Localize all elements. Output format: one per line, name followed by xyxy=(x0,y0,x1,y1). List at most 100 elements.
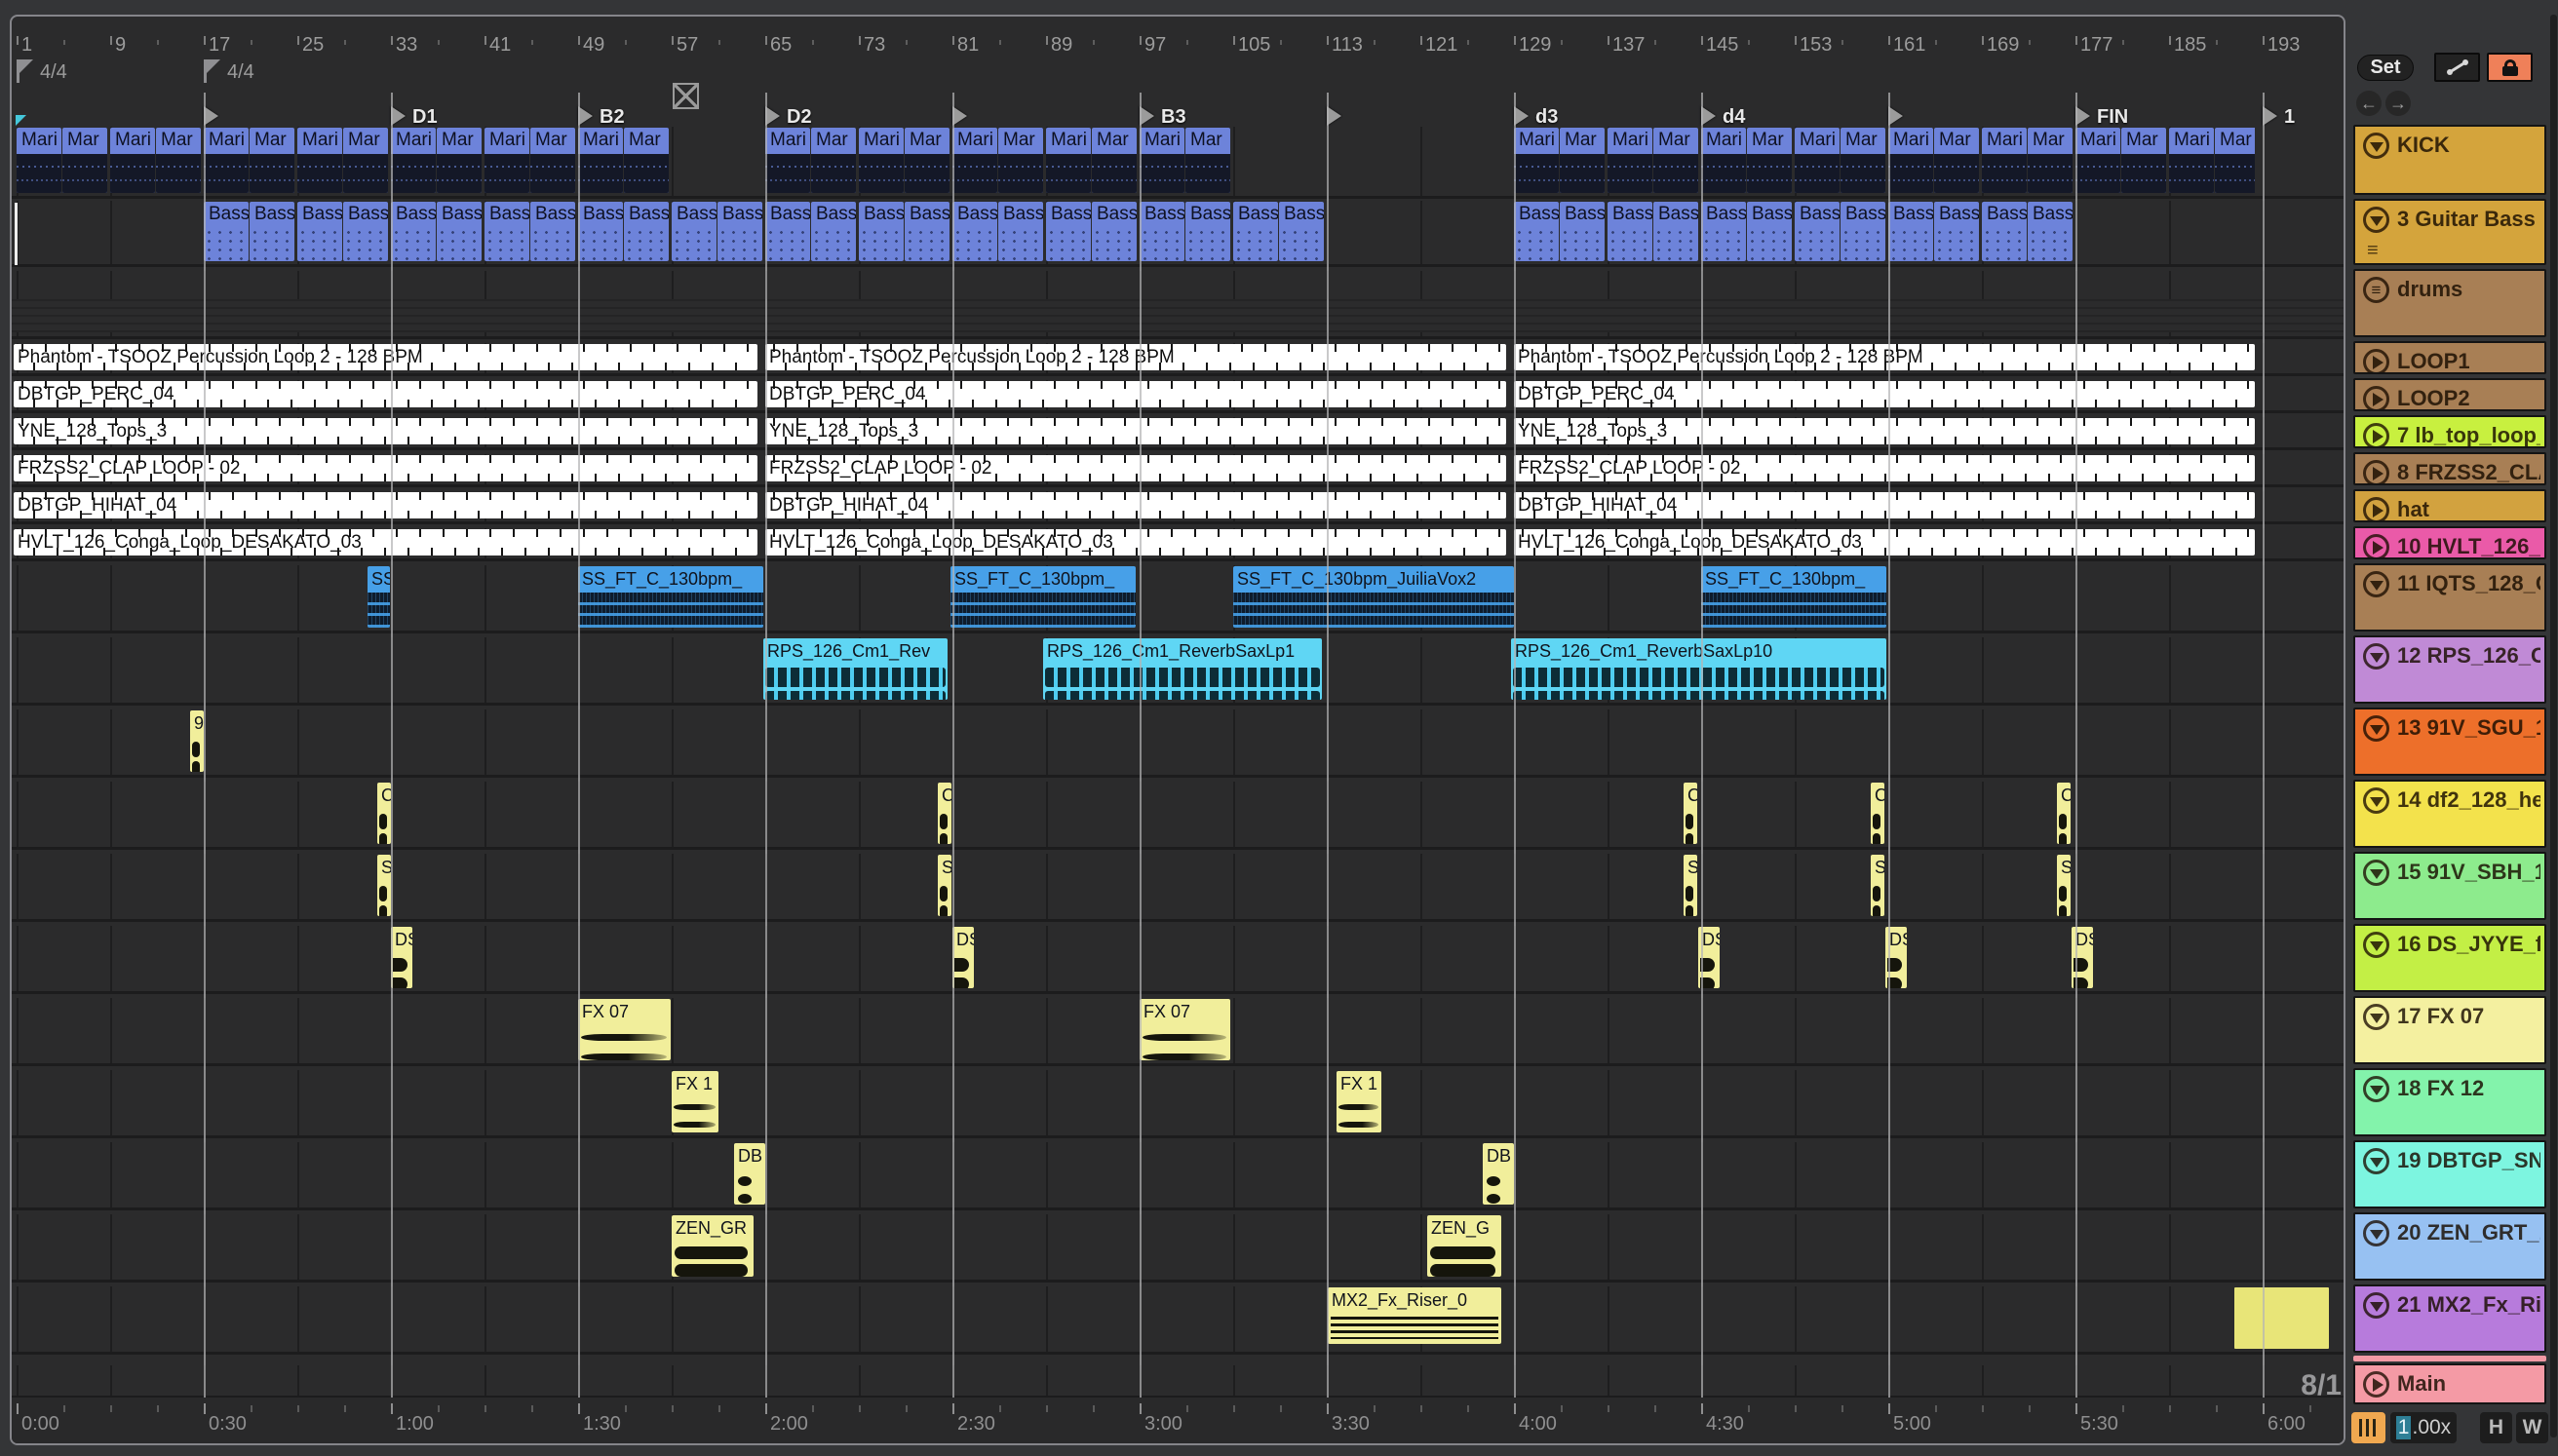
midi-clip[interactable]: Mar xyxy=(437,128,482,193)
clip[interactable]: RPS_126_Cm1_ReverbSaxLp10 xyxy=(1511,638,1886,700)
midi-clip[interactable]: Bass xyxy=(1888,202,1933,261)
midi-clip[interactable]: Bass xyxy=(859,202,904,261)
clip[interactable]: DBTGP_HIHAT_04 xyxy=(765,492,1506,518)
midi-clip[interactable]: Bass xyxy=(484,202,529,261)
track-header[interactable]: LOOP2 xyxy=(2353,378,2546,411)
forward-arrow-button[interactable]: → xyxy=(2385,91,2411,116)
clip[interactable]: C xyxy=(938,783,951,844)
track-header[interactable]: 16 DS_JYYE_fx_ xyxy=(2353,924,2546,992)
midi-clip[interactable]: Mar xyxy=(1934,128,1979,193)
midi-clip[interactable]: Mari xyxy=(1514,128,1559,193)
midi-clip[interactable]: Bass xyxy=(1982,202,2027,261)
midi-clip[interactable]: Bass xyxy=(1747,202,1792,261)
midi-clip[interactable]: Bass xyxy=(1046,202,1091,261)
clip[interactable]: C xyxy=(1871,783,1884,844)
clip[interactable]: MX2_Fx_Riser_0 xyxy=(1328,1287,1501,1344)
fold-arrow-icon[interactable] xyxy=(2363,1004,2389,1030)
midi-clip[interactable]: Mar xyxy=(2028,128,2073,193)
track-header[interactable]: ≡ drums xyxy=(2353,269,2546,337)
track-header[interactable]: KICK xyxy=(2353,125,2546,195)
midi-clip[interactable]: Mar xyxy=(1747,128,1792,193)
clip[interactable]: DBTGP_HIHAT_04 xyxy=(1514,492,2255,518)
midi-clip[interactable]: Bass xyxy=(811,202,856,261)
locator-marker-icon[interactable] xyxy=(204,106,218,126)
clip[interactable]: DS xyxy=(952,927,974,988)
midi-clip[interactable]: Bass xyxy=(1279,202,1324,261)
midi-clip[interactable]: Bass xyxy=(204,202,249,261)
midi-clip[interactable]: Bass xyxy=(530,202,575,261)
clip[interactable]: DBTGP_PERC_04 xyxy=(1514,381,2255,407)
play-icon[interactable] xyxy=(2363,1371,2389,1398)
clip[interactable]: DBTGP_HIHAT_04 xyxy=(14,492,757,518)
fold-arrow-icon[interactable] xyxy=(2363,715,2389,742)
midi-clip[interactable]: Bass xyxy=(1653,202,1698,261)
midi-clip[interactable]: Mar xyxy=(530,128,575,193)
clip[interactable]: YNE_128_Tops_3 xyxy=(14,418,757,444)
clip[interactable]: DS xyxy=(391,927,412,988)
track-header[interactable]: 14 df2_128_hea xyxy=(2353,780,2546,848)
clip[interactable]: HVLT_126_Conga_Loop_DESAKATO_03 xyxy=(765,529,1506,556)
midi-clip[interactable]: Mari xyxy=(1795,128,1840,193)
midi-clip[interactable]: Mari xyxy=(204,128,249,193)
zoom-width-button[interactable]: W xyxy=(2516,1412,2548,1443)
midi-clip[interactable]: Bass xyxy=(2028,202,2073,261)
midi-clip[interactable]: Bass xyxy=(1608,202,1652,261)
play-icon[interactable] xyxy=(2363,534,2389,557)
clip[interactable]: DB xyxy=(734,1143,765,1205)
track-header[interactable]: 13 91V_SGU_13 xyxy=(2353,708,2546,776)
midi-clip[interactable]: Bass xyxy=(1233,202,1278,261)
play-icon[interactable] xyxy=(2363,423,2389,446)
midi-clip[interactable]: Bass xyxy=(765,202,810,261)
clip[interactable]: SS_FT_C_130bpm_ xyxy=(950,566,1136,628)
midi-clip[interactable]: Bass xyxy=(905,202,950,261)
time-signature-flag-icon[interactable] xyxy=(204,59,220,83)
track-header[interactable]: 3 Guitar Bass ≡ xyxy=(2353,199,2546,265)
clip[interactable]: S xyxy=(2057,855,2071,916)
midi-clip[interactable]: Bass xyxy=(1092,202,1137,261)
midi-clip[interactable]: Mari xyxy=(391,128,436,193)
midi-clip[interactable]: Bass xyxy=(343,202,388,261)
midi-clip[interactable]: Mar xyxy=(2121,128,2166,193)
fold-arrow-icon[interactable] xyxy=(2363,1220,2389,1246)
midi-clip[interactable]: Mar xyxy=(905,128,950,193)
midi-clip[interactable]: Bass xyxy=(998,202,1043,261)
track-header[interactable]: 8 FRZSS2_CLAP xyxy=(2353,452,2546,485)
track-header[interactable]: 18 FX 12 xyxy=(2353,1068,2546,1136)
clip[interactable]: C xyxy=(1684,783,1697,844)
fold-arrow-icon[interactable] xyxy=(2363,643,2389,670)
lock-envelopes-button[interactable] xyxy=(2487,53,2533,82)
clip[interactable]: HVLT_126_Conga_Loop_DESAKATO_03 xyxy=(14,529,757,556)
track-header[interactable]: 7 lb_top_loop_ xyxy=(2353,415,2546,448)
play-icon[interactable] xyxy=(2363,386,2389,409)
midi-clip[interactable]: Mari xyxy=(578,128,623,193)
clip[interactable]: DBTGP_PERC_04 xyxy=(14,381,757,407)
clip[interactable]: RPS_126_Cm1_Rev xyxy=(763,638,948,700)
midi-clip[interactable]: Mari xyxy=(1140,128,1184,193)
time-ruler[interactable]: 0:00 0:30 1:00 1:30 2:00 2:30 3:00 3:30 4:00 4:30… xyxy=(12,1398,2344,1443)
locator-marker-icon[interactable] xyxy=(1888,106,1903,126)
playback-speed-control[interactable]: 1.00x xyxy=(2390,1412,2457,1443)
arrangement-start-marker[interactable] xyxy=(16,115,26,126)
midi-clip[interactable]: Mari xyxy=(952,128,997,193)
clip[interactable]: FX 1 xyxy=(672,1071,718,1132)
clip[interactable]: SS_FT_C_130bpm_ xyxy=(1701,566,1886,628)
clip[interactable]: FRZSS2_CLAP LOOP - 02 xyxy=(1514,455,2255,481)
clip[interactable]: FX 1 xyxy=(1337,1071,1381,1132)
play-icon[interactable] xyxy=(2363,497,2389,520)
midi-clip[interactable]: Mari xyxy=(2075,128,2120,193)
midi-clip[interactable]: Mari xyxy=(2169,128,2214,193)
midi-clip[interactable]: Mar xyxy=(624,128,669,193)
midi-clip[interactable]: Mar xyxy=(1185,128,1230,193)
midi-clip[interactable]: Mar xyxy=(1092,128,1137,193)
track-header[interactable]: Main xyxy=(2353,1363,2546,1404)
midi-clip[interactable]: Bass xyxy=(624,202,669,261)
midi-clip[interactable]: Mari xyxy=(110,128,155,193)
clip[interactable]: RPS_126_Cm1_ReverbSaxLp1 xyxy=(1043,638,1322,700)
midi-clip[interactable]: Mari xyxy=(859,128,904,193)
midi-clip[interactable]: Bass xyxy=(1795,202,1840,261)
midi-clip[interactable]: Bass xyxy=(1185,202,1230,261)
locator-marker-icon[interactable] xyxy=(1701,106,1716,126)
midi-clip[interactable]: Mar xyxy=(1653,128,1698,193)
midi-clip[interactable]: Mari xyxy=(484,128,529,193)
midi-clip[interactable]: Mari xyxy=(1888,128,1933,193)
